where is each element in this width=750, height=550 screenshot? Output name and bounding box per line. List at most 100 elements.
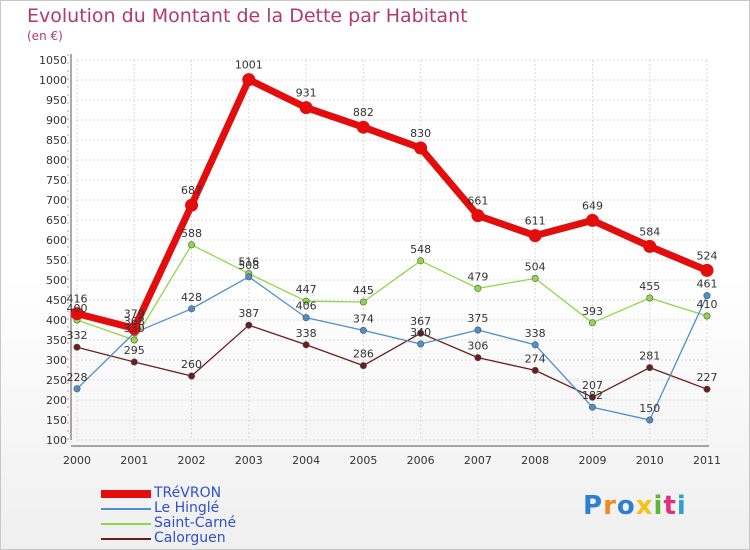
- data-label: 182: [582, 389, 603, 402]
- data-label: 611: [525, 215, 546, 228]
- data-point: [417, 329, 425, 337]
- logo-letter: t: [663, 491, 677, 521]
- proxiti-logo: Proxiti: [583, 491, 687, 521]
- data-label: 350: [124, 322, 145, 335]
- chart-subtitle: (en €): [27, 29, 63, 43]
- data-label: 400: [67, 302, 88, 315]
- series-line-1: [73, 76, 711, 332]
- data-point: [245, 273, 253, 281]
- chart-title: Evolution du Montant de la Dette par Hab…: [27, 5, 468, 27]
- y-tick-label: 150: [46, 414, 67, 427]
- x-tick-label: 2005: [349, 454, 377, 467]
- x-tick-label: 2011: [693, 454, 721, 467]
- logo-letter: i: [653, 491, 664, 521]
- data-point: [299, 101, 313, 115]
- data-point: [646, 364, 654, 372]
- data-label: 455: [639, 280, 660, 293]
- data-point: [646, 294, 654, 302]
- data-point: [703, 292, 711, 300]
- data-label: 516: [238, 256, 259, 269]
- data-point: [242, 73, 256, 87]
- data-label: 428: [181, 291, 202, 304]
- data-label: 286: [353, 348, 374, 361]
- data-label: 281: [639, 350, 660, 363]
- data-label: 687: [181, 184, 202, 197]
- x-tick-label: 2007: [464, 454, 492, 467]
- data-label: 227: [697, 371, 718, 384]
- data-label: 461: [697, 278, 718, 291]
- data-point: [646, 416, 654, 424]
- data-label: 649: [582, 199, 603, 212]
- data-point: [471, 209, 485, 223]
- data-point: [474, 354, 482, 362]
- y-tick-label: 850: [46, 134, 67, 147]
- y-tick-label: 1000: [39, 74, 67, 87]
- x-tick-label: 2004: [292, 454, 320, 467]
- data-label: 368: [124, 315, 145, 328]
- data-label: 367: [410, 315, 431, 328]
- y-tick-label: 500: [46, 274, 67, 287]
- data-point: [585, 213, 599, 227]
- data-point: [414, 141, 428, 155]
- y-tick-label: 700: [46, 194, 67, 207]
- data-point: [588, 319, 596, 327]
- legend-label: Saint-Carné: [154, 515, 237, 531]
- data-point: [359, 326, 367, 334]
- y-tick-label: 400: [46, 314, 67, 327]
- x-tick-label: 2008: [521, 454, 549, 467]
- y-tick-label: 200: [46, 394, 67, 407]
- data-label: 588: [181, 227, 202, 240]
- data-point: [588, 403, 596, 411]
- data-point: [588, 393, 596, 401]
- data-label: 410: [697, 298, 718, 311]
- data-point: [359, 362, 367, 370]
- y-tick-label: 350: [46, 334, 67, 347]
- data-point: [703, 385, 711, 393]
- y-tick-label: 550: [46, 254, 67, 267]
- data-point: [700, 263, 714, 277]
- data-label: 830: [410, 127, 431, 140]
- data-point: [70, 307, 84, 321]
- data-label: 207: [582, 379, 603, 392]
- data-label: 260: [181, 358, 202, 371]
- data-point: [356, 120, 370, 134]
- data-point: [188, 305, 196, 313]
- data-point: [703, 312, 711, 320]
- data-label: 416: [67, 293, 88, 306]
- data-label: 445: [353, 284, 374, 297]
- x-tick-label: 2010: [636, 454, 664, 467]
- data-point: [359, 298, 367, 306]
- y-tick-label: 750: [46, 174, 67, 187]
- legend-swatch: [101, 538, 151, 540]
- data-point: [245, 321, 253, 329]
- y-tick-label: 250: [46, 374, 67, 387]
- legend-swatch: [101, 490, 151, 498]
- data-label: 379: [124, 307, 145, 320]
- legend-swatch: [101, 508, 151, 510]
- data-label: 274: [525, 352, 546, 365]
- data-label: 228: [67, 371, 88, 384]
- legend-label: Le Hinglé: [154, 500, 220, 516]
- y-tick-label: 100: [46, 434, 67, 447]
- y-tick-label: 450: [46, 294, 67, 307]
- data-point: [417, 257, 425, 265]
- data-label: 882: [353, 106, 374, 119]
- data-label: 524: [697, 249, 718, 262]
- y-tick-label: 600: [46, 234, 67, 247]
- y-tick-label: 300: [46, 354, 67, 367]
- data-point: [643, 239, 657, 253]
- data-point: [474, 284, 482, 292]
- logo-letter: P: [583, 491, 604, 521]
- data-point: [474, 326, 482, 334]
- data-point: [302, 297, 310, 305]
- data-point: [531, 341, 539, 349]
- data-label: 387: [238, 307, 259, 320]
- legend-label: TRéVRON: [154, 485, 222, 501]
- data-label: 338: [525, 327, 546, 340]
- x-tick-label: 2009: [578, 454, 606, 467]
- data-point: [531, 274, 539, 282]
- data-point: [188, 372, 196, 380]
